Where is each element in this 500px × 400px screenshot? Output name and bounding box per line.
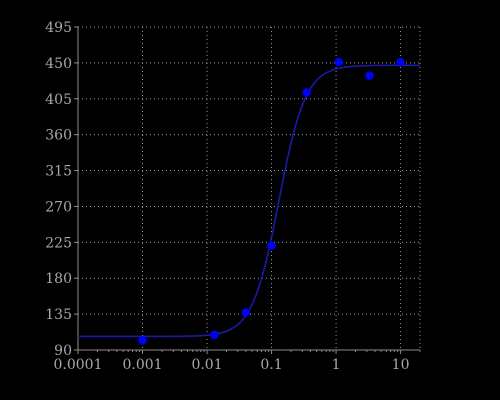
data-point-0 — [138, 336, 147, 345]
data-point-1 — [210, 330, 219, 340]
fitted-curve — [78, 64, 420, 338]
x-tick-label-4: 1 — [332, 357, 341, 373]
data-point-4 — [302, 88, 311, 97]
tick-labels: 0.0001 0.001 0.01 0.1 1 10 90 135 180 225 270 315 36… — [45, 20, 409, 373]
data-point-3 — [267, 241, 276, 250]
data-point-6 — [365, 71, 374, 80]
data-point-2 — [241, 308, 251, 317]
x-tick-label-2: 0.01 — [191, 357, 222, 373]
fitted-curve-line — [78, 64, 420, 338]
data-points — [138, 57, 405, 345]
x-tick-label-3: 0.1 — [260, 357, 282, 373]
data-point-7 — [396, 57, 405, 67]
y-tick-label-3: 225 — [45, 235, 72, 251]
y-tick-label-8: 450 — [45, 56, 72, 72]
grid — [78, 26, 421, 350]
y-tick-label-2: 180 — [45, 271, 72, 287]
x-tick-label-1: 0.001 — [122, 357, 162, 373]
y-tick-label-0: 90 — [54, 343, 72, 359]
x-tick-label-5: 10 — [392, 357, 410, 373]
y-tick-label-5: 315 — [45, 164, 72, 180]
y-tick-label-6: 360 — [45, 128, 72, 144]
x-tick-label-0: 0.0001 — [54, 357, 103, 373]
y-tick-label-9: 495 — [45, 20, 72, 36]
y-tick-label-1: 135 — [45, 307, 72, 323]
axes — [74, 26, 421, 354]
y-tick-label-4: 270 — [45, 199, 72, 215]
y-tick-label-7: 405 — [45, 92, 72, 108]
data-point-5 — [334, 57, 343, 67]
